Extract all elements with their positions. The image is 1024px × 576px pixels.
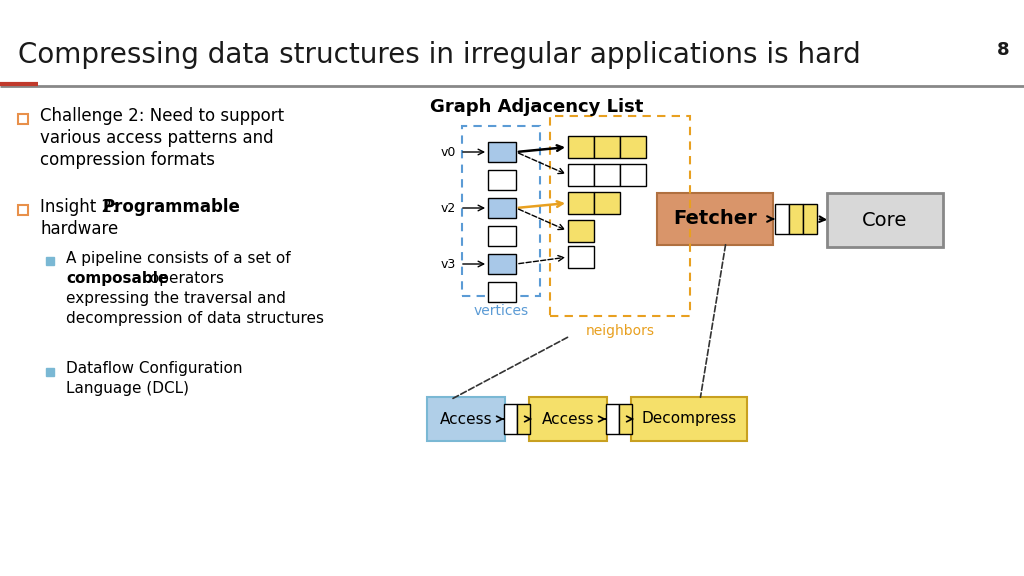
Text: various access patterns and: various access patterns and	[40, 129, 273, 147]
Text: Decompress: Decompress	[641, 411, 736, 426]
Bar	[606, 404, 618, 434]
Bar	[18, 205, 28, 215]
Bar	[550, 116, 690, 316]
Bar	[568, 164, 594, 186]
Bar	[46, 368, 54, 376]
Text: compression formats: compression formats	[40, 151, 215, 169]
FancyBboxPatch shape	[827, 193, 943, 247]
Bar	[618, 404, 632, 434]
Text: Compressing data structures in irregular applications is hard: Compressing data structures in irregular…	[18, 41, 861, 69]
Text: Programmable: Programmable	[103, 198, 241, 216]
Text: Challenge 2: Need to support: Challenge 2: Need to support	[40, 107, 284, 125]
Bar	[568, 246, 594, 268]
FancyBboxPatch shape	[631, 397, 746, 441]
Text: Language (DCL): Language (DCL)	[66, 381, 189, 396]
Bar	[46, 257, 54, 265]
Bar	[18, 114, 28, 124]
Bar	[568, 220, 594, 242]
Text: expressing the traversal and: expressing the traversal and	[66, 290, 286, 305]
Text: hardware: hardware	[40, 220, 118, 238]
Bar	[488, 254, 516, 274]
Bar	[488, 198, 516, 218]
Text: operators: operators	[145, 271, 224, 286]
Text: decompression of data structures: decompression of data structures	[66, 310, 324, 325]
FancyBboxPatch shape	[529, 397, 607, 441]
Text: 8: 8	[997, 41, 1010, 59]
Bar	[803, 204, 817, 234]
Text: v2: v2	[440, 202, 456, 214]
Text: A pipeline consists of a set of: A pipeline consists of a set of	[66, 251, 291, 266]
Text: neighbors: neighbors	[586, 324, 654, 338]
Bar	[488, 170, 516, 190]
Bar	[594, 164, 620, 186]
Text: Graph Adjacency List: Graph Adjacency List	[430, 98, 643, 116]
Bar	[504, 404, 517, 434]
FancyBboxPatch shape	[657, 193, 773, 245]
Text: v0: v0	[440, 146, 456, 158]
Text: Access: Access	[439, 411, 493, 426]
Text: vertices: vertices	[473, 304, 528, 318]
Bar	[594, 192, 620, 214]
Bar	[775, 204, 790, 234]
Bar	[594, 136, 620, 158]
Bar	[517, 404, 530, 434]
Bar	[488, 142, 516, 162]
Bar	[568, 136, 594, 158]
Bar	[462, 126, 540, 296]
Bar	[488, 282, 516, 302]
Text: Access: Access	[542, 411, 594, 426]
Text: Dataflow Configuration: Dataflow Configuration	[66, 362, 243, 377]
Text: Fetcher: Fetcher	[673, 210, 757, 229]
Bar	[568, 192, 594, 214]
FancyBboxPatch shape	[427, 397, 505, 441]
Text: Core: Core	[862, 210, 907, 229]
Bar	[488, 226, 516, 246]
Bar	[790, 204, 803, 234]
Text: composable: composable	[66, 271, 168, 286]
Text: Insight 2:: Insight 2:	[40, 198, 123, 216]
Bar	[620, 164, 646, 186]
Text: v3: v3	[440, 257, 456, 271]
Bar	[620, 136, 646, 158]
